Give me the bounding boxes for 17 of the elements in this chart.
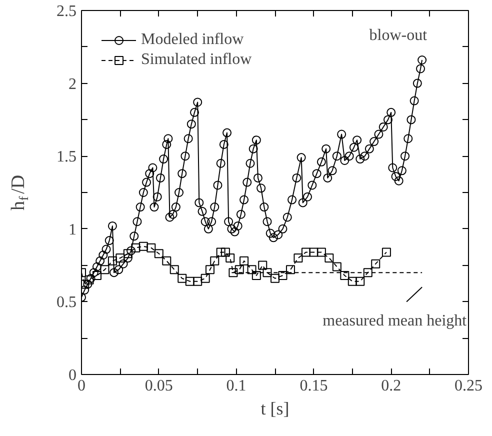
x-tick-label: 0.2 [381,378,402,394]
y-tick-label: 0.5 [56,294,76,312]
y-axis-title: hf/D [8,174,31,210]
x-axis-title: t [s] [260,398,290,418]
x-tick-label: 0.25 [454,378,482,394]
y-tick-label: 1 [68,221,76,238]
x-tick-label: 0.15 [300,378,328,394]
x-tick-label: 0.05 [144,378,173,394]
y-tick-label: 2.5 [56,3,76,20]
y-tick-label: 2 [68,76,76,93]
legend-label: Simulated inflow [141,51,252,69]
x-tick-label: 0.1 [226,378,246,394]
y-tick-label: 1.5 [56,148,76,166]
legend-label: Modeled inflow [141,31,244,49]
annotation: blow-out [369,27,428,44]
annotation: measured mean height [322,312,468,330]
y-tick-label: 0 [68,367,76,384]
